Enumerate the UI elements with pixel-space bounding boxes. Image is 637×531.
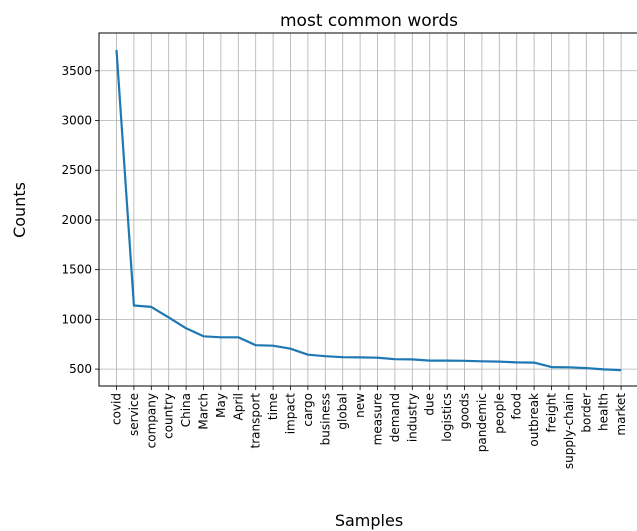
x-tick-label: health xyxy=(597,393,611,431)
x-tick-label: service xyxy=(127,393,141,436)
y-tick-label: 2000 xyxy=(61,213,92,227)
x-tick-label: pandemic xyxy=(475,393,489,452)
x-tick-label: March xyxy=(197,393,211,430)
x-tick-label: freight xyxy=(545,393,559,433)
series-line xyxy=(115,49,622,372)
y-tick-label: 500 xyxy=(69,362,92,376)
x-tick-label: goods xyxy=(458,393,472,429)
x-tick-label: due xyxy=(423,393,437,416)
x-tick-label: China xyxy=(179,393,193,427)
x-tick-label: impact xyxy=(284,393,298,435)
x-tick-label: new xyxy=(353,393,367,418)
x-tick-label: people xyxy=(492,393,506,434)
x-tick-label: business xyxy=(318,393,332,445)
y-tick-label: 3500 xyxy=(61,64,92,78)
y-tick-label: 1500 xyxy=(61,263,92,277)
x-tick-label: company xyxy=(144,393,158,448)
x-tick-label: food xyxy=(510,393,524,420)
x-tick-label: demand xyxy=(388,393,402,442)
x-axis: covid service company country China March May A… xyxy=(110,386,628,469)
x-tick-label: cargo xyxy=(301,393,315,427)
x-tick-label: border xyxy=(579,393,593,433)
y-axis-label: Counts xyxy=(10,182,29,238)
x-tick-label: industry xyxy=(405,393,419,442)
x-tick-label: measure xyxy=(371,393,385,445)
x-tick-label: transport xyxy=(249,393,263,449)
chart-title: most common words xyxy=(280,11,458,31)
x-tick-label: country xyxy=(162,393,176,439)
y-tick-label: 2500 xyxy=(61,163,92,177)
grid xyxy=(99,33,637,386)
x-axis-label: Samples xyxy=(335,511,403,530)
x-tick-label: supply-chain xyxy=(562,393,576,469)
x-tick-label: covid xyxy=(110,393,124,425)
y-tick-label: 3000 xyxy=(61,114,92,128)
x-tick-label: global xyxy=(336,393,350,430)
plot-frame xyxy=(98,32,637,387)
x-tick-label: time xyxy=(266,393,280,420)
x-tick-label: logistics xyxy=(440,393,454,442)
y-axis: 500 1000 1500 2000 2500 3000 3500 xyxy=(61,64,99,376)
x-tick-label: April xyxy=(231,393,245,420)
x-tick-label: outbreak xyxy=(527,393,541,447)
y-tick-label: 1000 xyxy=(61,312,92,326)
x-tick-label: May xyxy=(214,393,228,418)
x-tick-label: market xyxy=(614,393,628,436)
